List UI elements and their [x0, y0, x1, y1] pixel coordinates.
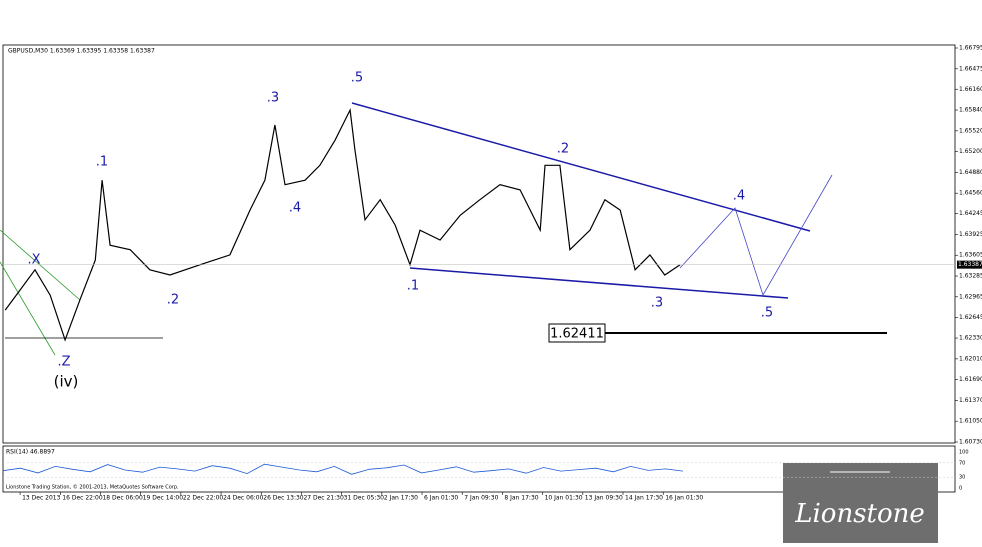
- x-tick-label: 27 Dec 21:30: [303, 495, 344, 502]
- rsi-tick-label: 100: [959, 450, 969, 456]
- current-price: 1.63387: [958, 261, 982, 268]
- y-tick-label: 1.61050: [959, 418, 982, 425]
- x-tick-label: 13 Dec 2013: [22, 495, 61, 502]
- logo-box: [783, 463, 938, 543]
- wave-label: .2: [557, 142, 569, 157]
- wave-label: (iv): [54, 373, 79, 391]
- x-tick-label: 2 Jan 17:30: [384, 495, 418, 502]
- x-tick-label: 7 Jan 09:30: [464, 495, 498, 502]
- channel-line: [0, 229, 81, 301]
- channel-line: [0, 261, 56, 356]
- y-tick-label: 1.63605: [959, 252, 982, 259]
- wave-label: .5: [761, 306, 773, 321]
- x-tick-label: 16 Dec 22:00: [62, 495, 103, 502]
- x-tick-label: 10 Jan 01:30: [545, 495, 583, 502]
- y-tick-label: 1.66795: [959, 45, 982, 52]
- y-tick-label: 1.66475: [959, 65, 982, 72]
- y-tick-label: 1.62645: [959, 314, 982, 321]
- wave-label: .3: [651, 296, 663, 311]
- level-box: [548, 323, 606, 343]
- wave-label: .4: [289, 201, 301, 216]
- y-tick-label: 1.63285: [959, 273, 982, 280]
- x-tick-label: 26 Dec 13:30: [263, 495, 304, 502]
- logo: Lionstone: [794, 499, 925, 529]
- rsi-tick-label: 30: [959, 475, 965, 481]
- y-tick-label: 1.62965: [959, 293, 982, 300]
- y-tick-label: 1.64560: [959, 190, 982, 197]
- y-tick-label: 1.62330: [959, 335, 982, 342]
- price-line: [4, 107, 681, 342]
- wave-label: .5: [351, 71, 363, 86]
- x-tick-label: 19 Dec 14:00: [143, 495, 184, 502]
- y-tick-label: 1.65840: [959, 107, 982, 114]
- rsi-title: RSI(14) 46.8897: [6, 449, 55, 456]
- wave-label: .4: [733, 189, 745, 204]
- x-tick-label: 6 Jan 01:30: [424, 495, 458, 502]
- y-tick-label: 1.64880: [959, 169, 982, 176]
- x-tick-label: 24 Dec 06:00: [223, 495, 264, 502]
- wave-label: .1: [96, 155, 108, 170]
- y-tick-label: 1.65520: [959, 127, 982, 134]
- projection: [679, 174, 833, 296]
- y-tick-label: 1.60730: [959, 439, 982, 446]
- y-tick-label: 1.65200: [959, 148, 982, 155]
- x-tick-label: 13 Jan 09:30: [585, 495, 623, 502]
- y-tick-label: 1.62010: [959, 355, 982, 362]
- main-panel: [2, 44, 956, 444]
- y-tick-label: 1.61370: [959, 397, 982, 404]
- wave-label: .X: [27, 253, 40, 268]
- x-tick-label: 16 Jan 01:30: [665, 495, 703, 502]
- wave-label: .1: [407, 279, 419, 294]
- trend-line: [409, 267, 789, 299]
- wave-label: .3: [267, 91, 279, 106]
- price-box: [957, 260, 982, 269]
- chart-title: GBPUSD,M30 1.63369 1.63395 1.63358 1.633…: [8, 48, 155, 55]
- y-tick-label: 1.63925: [959, 231, 982, 238]
- copyright: Lionstone Trading Station, © 2001-2013, …: [6, 484, 179, 491]
- x-tick-label: 22 Dec 22:00: [183, 495, 224, 502]
- y-tick-label: 1.61690: [959, 376, 982, 383]
- wave-label: .Z: [57, 355, 70, 370]
- rsi-tick-label: 0: [959, 486, 962, 492]
- x-tick-label: 31 Dec 05:30: [344, 495, 385, 502]
- level-label: 1.62411: [550, 327, 604, 342]
- x-tick-label: 18 Dec 06:00: [102, 495, 143, 502]
- rsi-tick-label: 70: [959, 460, 965, 466]
- y-tick-label: 1.64245: [959, 210, 982, 217]
- rsi-line: [2, 463, 684, 475]
- x-tick-label: 8 Jan 17:30: [504, 495, 538, 502]
- wave-label: .2: [167, 293, 179, 308]
- x-tick-label: 14 Jan 17:30: [625, 495, 663, 502]
- y-tick-label: 1.66160: [959, 86, 982, 93]
